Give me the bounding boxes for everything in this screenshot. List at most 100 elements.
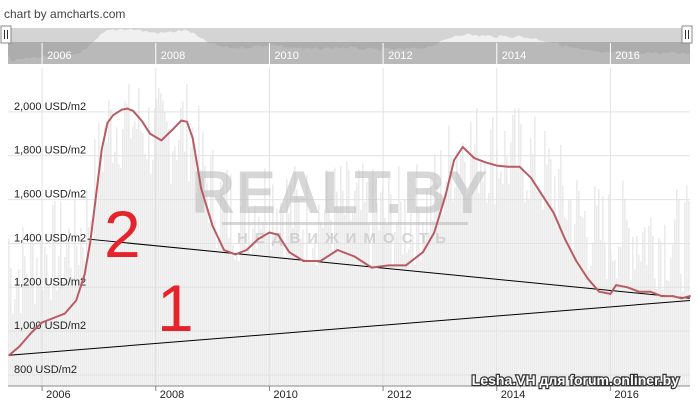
volume-bar	[614, 259, 616, 386]
volume-bar	[314, 235, 316, 386]
volume-bar	[250, 253, 252, 386]
volume-bar	[640, 261, 642, 386]
volume-bar	[168, 129, 170, 387]
volume-bar	[552, 206, 554, 386]
volume-bar	[590, 265, 592, 386]
price-point	[649, 290, 652, 293]
volume-bar	[164, 111, 166, 387]
volume-bar	[316, 264, 318, 386]
volume-bar	[470, 122, 472, 386]
volume-bar	[66, 242, 68, 386]
volume-bar	[192, 127, 194, 386]
volume-bar	[302, 229, 304, 386]
price-point	[609, 292, 612, 295]
volume-bar	[568, 199, 570, 386]
volume-bar	[188, 181, 190, 386]
price-point	[637, 290, 640, 293]
price-point	[223, 249, 225, 251]
volume-bar	[320, 221, 322, 386]
volume-bar	[90, 220, 92, 386]
volume-bar	[576, 180, 578, 386]
volume-bar	[518, 108, 520, 386]
amcharts-credit-link[interactable]: chart by amcharts.com	[4, 7, 126, 21]
price-point	[575, 260, 578, 262]
volume-bar	[682, 291, 684, 386]
volume-bar	[200, 169, 202, 386]
volume-bar	[178, 139, 180, 386]
volume-bar	[410, 212, 412, 386]
volume-bar	[290, 184, 292, 386]
volume-bar	[224, 191, 226, 386]
volume-bar	[76, 246, 78, 386]
volume-bar	[282, 211, 284, 386]
volume-bar	[578, 191, 580, 386]
annotation-label-1: 1	[157, 271, 194, 345]
volume-bar	[184, 151, 186, 386]
volume-bar	[264, 168, 266, 386]
volume-bar	[18, 269, 20, 386]
volume-bar	[346, 160, 348, 386]
volume-bar	[642, 232, 644, 386]
navigator-left-handle[interactable]	[0, 25, 12, 44]
volume-bar	[634, 269, 636, 386]
volume-bar	[600, 239, 602, 386]
volume-bar	[442, 215, 444, 386]
navigator-right-handle[interactable]	[681, 25, 693, 44]
volume-bar	[646, 264, 648, 386]
y-tick-label: 800 USD/m2	[14, 364, 77, 376]
volume-bar	[330, 219, 332, 386]
price-point	[288, 251, 291, 254]
volume-bar	[54, 201, 56, 386]
volume-bar	[612, 261, 614, 386]
volume-bar	[510, 142, 512, 386]
drag-handle-icon	[685, 30, 689, 39]
volume-bar	[486, 202, 488, 386]
volume-bar	[20, 313, 22, 386]
volume-bar	[98, 123, 100, 386]
volume-bar	[448, 125, 450, 386]
volume-bar	[564, 217, 566, 386]
volume-bar	[424, 241, 426, 386]
volume-bar	[472, 153, 474, 386]
navigator[interactable]: 2006 2008 2010 2012 2014 2016	[0, 25, 693, 64]
volume-bar	[116, 127, 118, 387]
volume-bar	[444, 193, 446, 386]
volume-bar	[298, 198, 300, 386]
volume-bar	[528, 199, 530, 386]
volume-bar	[380, 192, 382, 386]
volume-bar	[466, 195, 468, 386]
volume-bar	[236, 255, 238, 386]
volume-bar	[632, 236, 634, 386]
volume-bar	[638, 254, 640, 386]
volume-bar	[450, 155, 452, 386]
volume-bar	[506, 156, 508, 386]
volume-bar	[222, 184, 224, 386]
price-point	[52, 317, 55, 319]
volume-bar	[498, 178, 500, 386]
volume-bar	[128, 83, 130, 387]
price-series	[8, 107, 691, 357]
volume-bar	[524, 202, 526, 386]
volume-bar	[368, 224, 370, 386]
volume-bar	[464, 161, 466, 386]
volume-bar	[560, 145, 562, 386]
volume-bar	[376, 202, 378, 386]
volume-bar	[170, 184, 172, 386]
volume-bar	[12, 313, 14, 386]
volume-bar	[534, 116, 536, 386]
volume-bar	[332, 250, 334, 386]
price-point	[211, 225, 214, 227]
volume-bar	[684, 202, 686, 386]
price-point	[552, 211, 555, 214]
price-point	[112, 114, 115, 117]
x-axis: 2006 2008 2010 2012 2014 2016	[8, 385, 690, 401]
navigator-scrollbar[interactable]	[8, 42, 690, 64]
watermark-logo-text: REALT.BY	[192, 159, 489, 226]
volume-bar	[520, 123, 522, 387]
volume-bar	[688, 200, 690, 386]
volume-bar	[406, 252, 408, 386]
volume-bar	[232, 245, 234, 386]
volume-bar	[344, 214, 346, 386]
price-point	[433, 231, 436, 234]
price-point	[140, 119, 143, 122]
